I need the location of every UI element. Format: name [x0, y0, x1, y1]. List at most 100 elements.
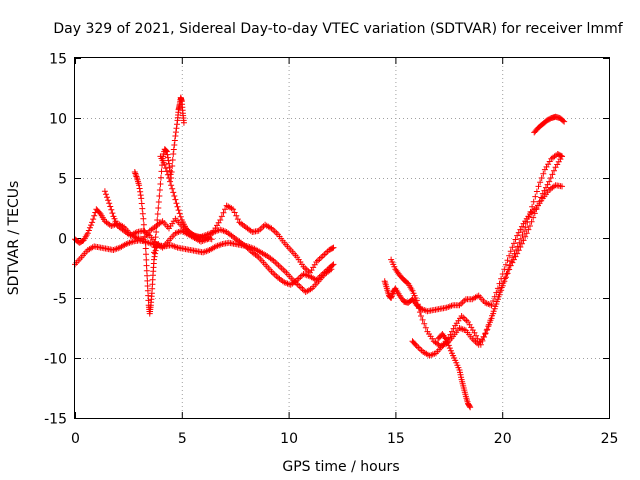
data-point [488, 302, 495, 309]
data-point [502, 274, 509, 281]
data-point [446, 345, 453, 352]
data-point [550, 167, 557, 174]
data-point [154, 217, 161, 223]
data-point [172, 196, 179, 203]
series-arc-e [381, 182, 566, 315]
data-point [88, 222, 95, 229]
data-point [220, 209, 227, 216]
data-point [172, 133, 179, 139]
series-arc-h [435, 331, 474, 411]
data-point [152, 234, 159, 241]
data-point [530, 198, 537, 205]
data-point [155, 199, 162, 205]
data-point [169, 185, 176, 192]
data-point [536, 198, 543, 205]
data-point [526, 223, 533, 229]
data-point [170, 151, 177, 157]
data-point [418, 313, 425, 319]
series-arc-spike-2 [151, 94, 187, 256]
data-point [506, 262, 513, 269]
series-arc-i [531, 113, 568, 136]
data-point [509, 254, 516, 261]
data-point [489, 312, 496, 319]
data-point [136, 185, 143, 192]
data-point [492, 303, 499, 310]
data-point [512, 236, 519, 243]
data-point [180, 119, 187, 126]
data-point [557, 152, 564, 159]
data-point [532, 193, 539, 200]
data-point [509, 244, 516, 251]
series-arc-g [409, 151, 566, 359]
data-point [84, 230, 91, 237]
data-point [140, 215, 147, 222]
series-arc-spike-1 [131, 169, 162, 317]
data-point [155, 241, 162, 247]
data-point [521, 228, 528, 235]
data-point [163, 148, 170, 155]
data-point [142, 239, 149, 246]
data-point [514, 243, 521, 250]
data-point [142, 245, 149, 252]
data-point [136, 182, 143, 189]
x-tick-label: 5 [178, 431, 187, 447]
data-point [104, 194, 111, 201]
data-point [152, 239, 159, 246]
data-point [498, 284, 505, 291]
data-point [156, 187, 163, 193]
data-point [416, 309, 423, 316]
data-point [527, 208, 534, 215]
data-point [524, 219, 531, 226]
data-point [108, 206, 115, 213]
data-point [467, 404, 474, 411]
x-tick-label: 10 [280, 431, 298, 447]
data-point [139, 205, 146, 212]
data-point [161, 161, 168, 168]
data-point [143, 251, 150, 258]
data-point [481, 334, 488, 340]
data-point [506, 252, 513, 259]
data-point [101, 188, 108, 195]
data-point [414, 301, 421, 308]
data-point [484, 326, 491, 333]
data-point [540, 170, 547, 177]
data-point [522, 224, 529, 231]
data-point [172, 129, 179, 136]
data-point [549, 171, 556, 178]
data-point [164, 154, 171, 161]
data-point [155, 205, 162, 211]
data-point [533, 206, 540, 213]
data-point [443, 337, 450, 343]
series-arc-f [388, 153, 566, 349]
data-point [538, 194, 545, 201]
data-point [175, 207, 182, 214]
data-point [504, 270, 511, 277]
data-point [483, 327, 490, 334]
data-point [91, 212, 98, 219]
data-point [169, 163, 176, 169]
data-point [143, 256, 150, 263]
y-tick-label: 5 [58, 172, 67, 188]
data-point [497, 289, 504, 295]
data-point [419, 316, 426, 323]
data-point [496, 280, 503, 287]
data-point [141, 227, 148, 234]
data-point [479, 337, 486, 344]
data-point [138, 195, 145, 202]
data-point [151, 249, 158, 256]
data-point [143, 267, 150, 274]
data-point [415, 305, 422, 312]
data-point [170, 146, 177, 153]
data-point [330, 261, 337, 268]
data-points-layer [72, 94, 568, 411]
data-point [234, 216, 241, 223]
data-point [163, 148, 170, 154]
data-point [559, 153, 566, 160]
data-point [493, 298, 500, 305]
data-point [413, 297, 420, 304]
data-point [162, 165, 169, 172]
data-point [169, 157, 176, 163]
data-point [170, 189, 177, 196]
data-point [171, 137, 178, 144]
